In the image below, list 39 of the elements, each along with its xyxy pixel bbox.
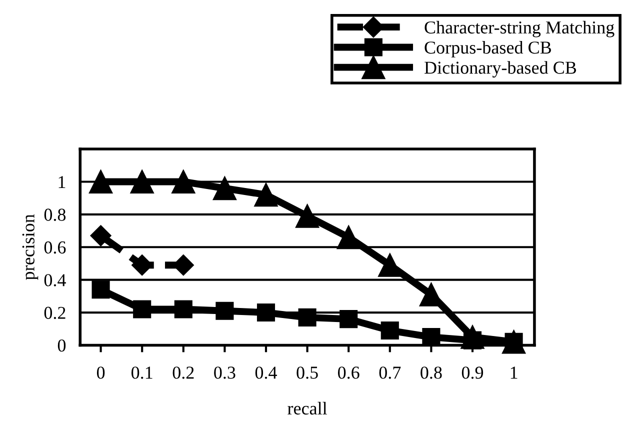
x-tick-label: 0.4 <box>255 366 277 379</box>
point <box>378 253 402 277</box>
x-axis-title: recall <box>288 402 327 415</box>
point <box>216 302 234 320</box>
point <box>340 310 358 328</box>
y-tick-label: 0 <box>58 339 66 352</box>
y-tick-label: 0.6 <box>44 241 66 254</box>
point <box>298 308 316 326</box>
legend-label: Corpus-based CB <box>424 41 552 58</box>
point <box>295 204 320 228</box>
legend-label: Dictionary-based CB <box>424 61 576 78</box>
point <box>130 170 154 194</box>
y-tick-label: 1 <box>58 176 66 188</box>
point <box>88 170 113 194</box>
x-tick-label: 0.8 <box>420 366 442 379</box>
x-tick-label: 0.1 <box>131 366 152 379</box>
point <box>380 321 399 340</box>
point <box>254 183 278 207</box>
point <box>212 176 236 200</box>
y-tick-label: 0.4 <box>44 274 66 286</box>
y-tick-label: 0.8 <box>44 208 66 221</box>
x-tick-label: 0 <box>96 366 105 379</box>
y-axis-title: precision <box>22 214 38 280</box>
point <box>90 225 112 246</box>
point <box>92 280 110 299</box>
y-tick-label: 0.2 <box>44 306 66 320</box>
point <box>256 303 276 322</box>
x-tick-label: 0.5 <box>296 366 318 379</box>
x-tick-label: 0.6 <box>338 366 360 379</box>
x-tick-label: 0.3 <box>214 366 236 379</box>
point <box>133 300 152 318</box>
x-tick-label: 1 <box>510 366 518 379</box>
x-tick-label: 0.7 <box>379 366 401 379</box>
x-tick-label: 0.2 <box>172 366 194 379</box>
x-tick-label: 0.9 <box>462 366 484 379</box>
point <box>174 300 192 318</box>
legend-label: Character-string Matching <box>424 20 614 38</box>
point <box>172 170 196 194</box>
point <box>336 226 360 250</box>
